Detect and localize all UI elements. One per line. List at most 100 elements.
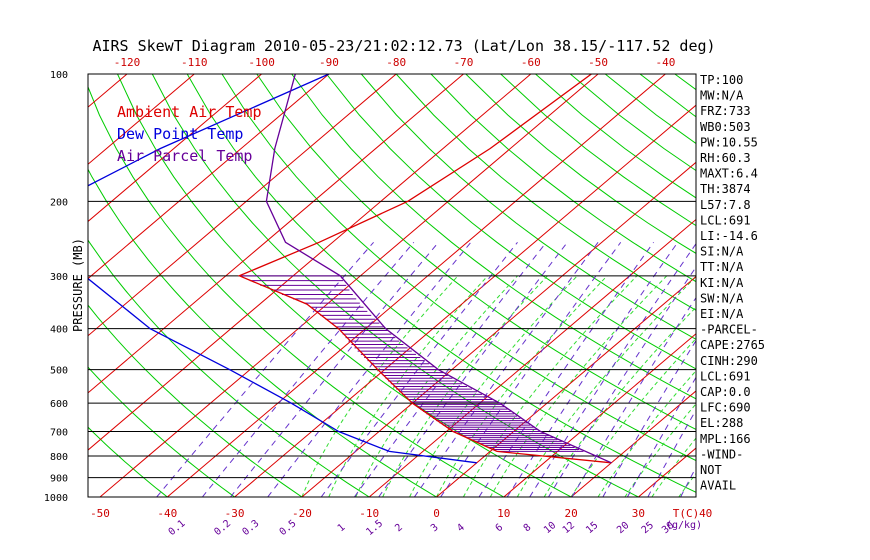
mixing-ratio-line (571, 296, 696, 497)
mixing-ratio-label: 0.2 (212, 518, 233, 538)
sounding-index: NOT (700, 463, 722, 477)
sounding-index: L57:7.8 (700, 198, 751, 212)
sounding-index: MW:N/A (700, 89, 744, 103)
top-temp-tick-label: -110 (181, 56, 208, 69)
moist-adiabat (489, 275, 668, 497)
dry-adiabat (221, 74, 696, 462)
mixing-ratio-line (440, 242, 622, 497)
pressure-tick-label: 600 (50, 399, 68, 410)
isotherm (503, 333, 696, 497)
isotherm (436, 275, 696, 497)
dry-adiabat (395, 74, 696, 311)
bottom-temp-tick-label: 40 (699, 507, 712, 520)
top-temp-tick-label: -70 (454, 56, 474, 69)
bottom-temp-tick-label: 30 (632, 507, 645, 520)
sounding-index: TH:3874 (700, 182, 751, 196)
sounding-index: FRZ:733 (700, 104, 751, 118)
ambient-air-temp-line (237, 74, 612, 464)
mixing-ratio-label: 0.5 (278, 518, 299, 538)
dry-adiabat (430, 74, 696, 283)
moist-adiabat (409, 275, 578, 497)
moist-adiabat (382, 275, 548, 497)
dry-adiabat (814, 74, 870, 497)
isotherm (301, 161, 696, 497)
isotherm (88, 74, 330, 280)
mixing-ratio-label: 3 (429, 522, 441, 534)
dry-adiabat (745, 74, 870, 497)
mixing-ratio-label: 1.5 (364, 518, 385, 538)
sounding-index: AVAIL (700, 479, 736, 493)
sounding-index: SI:N/A (700, 245, 744, 259)
sounding-index: TP:100 (700, 73, 743, 87)
mixing-ratio-line (602, 339, 696, 497)
sounding-index: LCL:691 (700, 213, 751, 227)
dry-adiabat (88, 239, 370, 497)
top-temp-tick-label: -100 (248, 56, 275, 69)
pressure-tick-label: 900 (50, 474, 68, 485)
mixing-ratio-label: 15 (584, 520, 600, 536)
isotherm (166, 74, 666, 497)
isotherm (570, 390, 696, 497)
moist-adiabat (543, 306, 696, 497)
mixing-ratio-label: 12 (561, 520, 577, 536)
sounding-index: RH:60.3 (700, 151, 751, 165)
sounding-index: WB0:503 (700, 120, 751, 134)
mixing-ratio-line (156, 241, 374, 497)
mixing-ratio-line (353, 241, 547, 497)
bottom-temp-tick-label: -40 (157, 507, 177, 520)
sounding-index: CAPE:2765 (700, 338, 765, 352)
pressure-tick-label: 1000 (44, 493, 68, 504)
dry-adiabat (465, 74, 696, 254)
sounding-index: MPL:166 (700, 432, 751, 446)
bottom-temp-tick-label: -50 (90, 507, 110, 520)
dry-adiabat (326, 74, 696, 370)
mixing-ratio-line (680, 466, 696, 497)
mixing-ratio-line (478, 242, 655, 497)
mixing-ratio-line (529, 242, 696, 497)
moist-adiabat (301, 275, 459, 497)
mixing-ratio-label: 4 (455, 522, 467, 534)
sounding-index: MAXT:6.4 (700, 167, 758, 181)
moist-adiabat (597, 370, 696, 497)
bottom-temp-tick-label: -20 (292, 507, 312, 520)
legend-entry: Ambient Air Temp (117, 103, 262, 121)
isotherm (88, 74, 262, 223)
pressure-tick-label: 800 (50, 452, 68, 463)
isotherm (88, 74, 397, 337)
sounding-index: PW:10.55 (700, 135, 758, 149)
pressure-tick-label: 500 (50, 366, 68, 377)
legend-entry: Air Parcel Temp (117, 147, 252, 165)
isotherm (840, 74, 870, 497)
sounding-index: -WIND- (700, 447, 743, 461)
mixing-ratio-label: 1 (336, 522, 348, 534)
dry-adiabat (186, 74, 696, 493)
sounding-index: LFC:690 (700, 401, 751, 415)
mixing-ratio-label: 0.3 (240, 518, 261, 538)
mixing-ratio-unit: (g/kg) (666, 520, 702, 531)
sounding-index: LCL:691 (700, 369, 751, 383)
dry-adiabat (88, 304, 303, 497)
mixing-ratio-line (202, 241, 415, 497)
dry-adiabat (256, 74, 696, 431)
bottom-temp-tick-label: 20 (564, 507, 577, 520)
mixing-ratio-line (413, 242, 599, 497)
pressure-tick-label: 200 (50, 197, 68, 208)
dry-adiabat (88, 168, 437, 497)
mixing-ratio-line (230, 241, 439, 497)
bottom-temp-tick-label: 0 (433, 507, 440, 520)
y-axis-label: PRESSURE (MB) (71, 238, 85, 332)
mixing-ratio-line (506, 242, 679, 497)
dew-point-temp-line (88, 74, 477, 464)
chart-title: AIRS SkewT Diagram 2010-05-23/21:02:12.7… (92, 37, 715, 55)
mixing-ratio-label: 0.1 (167, 518, 188, 538)
mixing-ratio-label: 2 (393, 522, 405, 534)
top-temp-tick-label: -50 (588, 56, 608, 69)
mixing-ratio-label: 6 (494, 522, 506, 534)
dry-adiabat (360, 74, 696, 340)
bottom-temp-tick-label: -10 (359, 507, 379, 520)
sounding-index: KI:N/A (700, 276, 744, 290)
mixing-ratio-line (647, 408, 696, 497)
pressure-tick-label: 100 (50, 70, 68, 81)
dry-adiabat (151, 74, 639, 497)
